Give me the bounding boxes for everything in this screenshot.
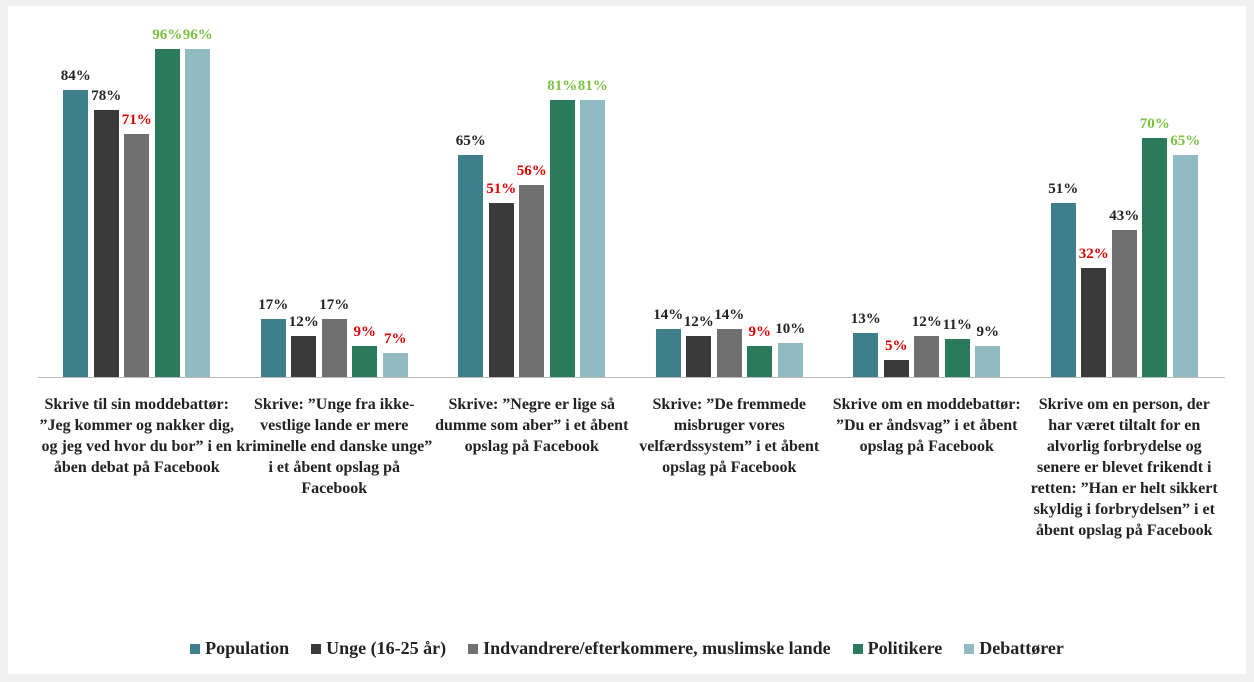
bar <box>124 134 150 377</box>
legend-label: Debattører <box>979 638 1064 658</box>
value-label: 14% <box>653 307 684 324</box>
value-label: 96% <box>182 26 213 43</box>
bar <box>63 89 89 377</box>
bar <box>352 346 378 377</box>
bar <box>382 353 408 377</box>
bar <box>853 332 879 377</box>
value-label: 43% <box>1109 207 1140 224</box>
value-label: 12% <box>911 313 942 330</box>
bar <box>458 154 484 377</box>
bar <box>1050 202 1076 377</box>
bar <box>291 335 317 377</box>
bar <box>185 48 211 377</box>
bar <box>260 318 286 377</box>
legend-swatch <box>964 643 975 654</box>
bar <box>747 346 773 377</box>
legend-label: Indvandrere/efterkommere, muslimske land… <box>483 638 831 658</box>
bar <box>549 99 575 377</box>
bar <box>154 48 180 377</box>
value-label: 84% <box>60 67 91 84</box>
value-label: 65% <box>455 132 486 149</box>
bar <box>488 202 514 377</box>
bar <box>1111 229 1137 377</box>
legend-item: Politikere <box>852 638 943 659</box>
bar <box>883 359 909 377</box>
bar <box>580 99 606 377</box>
value-label: 12% <box>288 313 319 330</box>
value-label: 5% <box>885 337 908 354</box>
bar <box>716 329 742 377</box>
bar <box>655 329 681 377</box>
value-label: 81% <box>577 77 608 94</box>
value-label: 70% <box>1139 115 1170 132</box>
legend-swatch <box>311 643 322 654</box>
legend-swatch <box>852 643 863 654</box>
value-label: 13% <box>850 310 881 327</box>
value-label: 9% <box>353 324 377 341</box>
axis-line <box>38 377 1225 378</box>
legend-label: Population <box>205 638 290 658</box>
plot: Population Unge (16-25 år) Indvandrere/eft… <box>8 6 1246 674</box>
bar <box>1142 137 1168 377</box>
x-tick-label: Skrive til sin moddebattør: ”Jeg kommer … <box>39 396 235 476</box>
bar <box>777 342 803 377</box>
legend-item: Population <box>190 638 289 659</box>
x-tick-label: Skrive om en moddebattør: ”Du er åndsvag… <box>832 396 1021 455</box>
value-label: 11% <box>942 317 972 334</box>
value-label: 78% <box>91 88 122 105</box>
legend-swatch <box>190 643 201 654</box>
bar <box>975 346 1001 377</box>
bar <box>321 318 347 377</box>
x-tick-label: Skrive: ”De fremmede misbruger vores vel… <box>639 396 820 476</box>
bar <box>1172 154 1198 377</box>
bar <box>93 110 119 377</box>
value-label: 51% <box>486 180 517 197</box>
value-label: 12% <box>683 313 714 330</box>
bar <box>944 339 970 377</box>
x-tick-label: Skrive om en person, der har været tilta… <box>1030 396 1218 539</box>
value-label: 51% <box>1048 180 1079 197</box>
value-label: 14% <box>714 307 745 324</box>
value-label: 65% <box>1170 132 1201 149</box>
legend-item: Indvandrere/efterkommere, muslimske land… <box>468 638 831 659</box>
legend-item: Unge (16-25 år) <box>311 638 446 659</box>
bar <box>914 335 940 377</box>
value-label: 81% <box>547 77 578 94</box>
legend-swatch <box>468 643 479 654</box>
value-label: 96% <box>152 26 183 43</box>
value-label: 17% <box>258 296 289 313</box>
value-label: 56% <box>516 163 547 180</box>
bar <box>519 185 545 377</box>
legend-item: Debattører <box>964 638 1064 659</box>
value-label: 32% <box>1078 245 1109 262</box>
legend-label: Politikere <box>867 638 943 658</box>
x-tick-label: Skrive: ”Negre er lige så dumme som aber… <box>435 396 629 455</box>
legend: Population Unge (16-25 år) Indvandrere/eft… <box>8 638 1246 659</box>
value-label: 10% <box>775 320 806 337</box>
value-label: 9% <box>748 324 772 341</box>
value-label: 7% <box>384 331 407 348</box>
value-label: 9% <box>976 324 1000 341</box>
bar <box>686 335 712 377</box>
bar <box>1081 267 1107 377</box>
value-label: 71% <box>121 112 152 129</box>
value-label: 17% <box>319 296 350 313</box>
x-tick-label: Skrive: ”Unge fra ikke-vestlige lande er… <box>236 396 433 497</box>
legend-label: Unge (16-25 år) <box>326 638 447 658</box>
